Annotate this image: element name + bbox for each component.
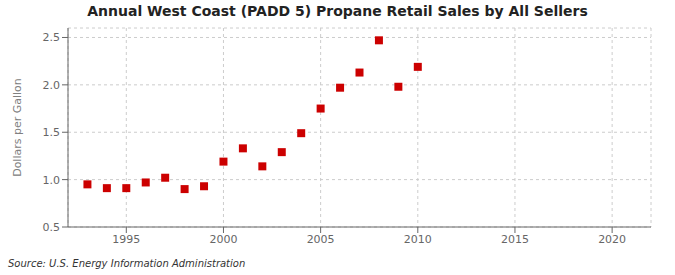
svg-text:2.5: 2.5 xyxy=(43,31,61,44)
svg-text:1.0: 1.0 xyxy=(43,174,61,187)
html-text:Source: U.S. Energy Informatio: Source: U.S. Energy Information Administ… xyxy=(8,258,246,269)
svg-text:1.5: 1.5 xyxy=(43,126,61,139)
svg-text:2015: 2015 xyxy=(501,233,529,246)
svg-text:2000: 2000 xyxy=(209,233,237,246)
svg-text:1995: 1995 xyxy=(112,233,140,246)
svg-text:2.0: 2.0 xyxy=(43,79,61,92)
svg-text:0.5: 0.5 xyxy=(43,221,61,234)
svg-text:Dollars per Gallon: Dollars per Gallon xyxy=(11,78,24,177)
svg-text:2010: 2010 xyxy=(404,233,432,246)
html-text:Annual West Coast (PADD 5) Pro: Annual West Coast (PADD 5) Propane Retai… xyxy=(87,3,588,19)
svg-text:2020: 2020 xyxy=(598,233,626,246)
svg-text:2005: 2005 xyxy=(307,233,335,246)
